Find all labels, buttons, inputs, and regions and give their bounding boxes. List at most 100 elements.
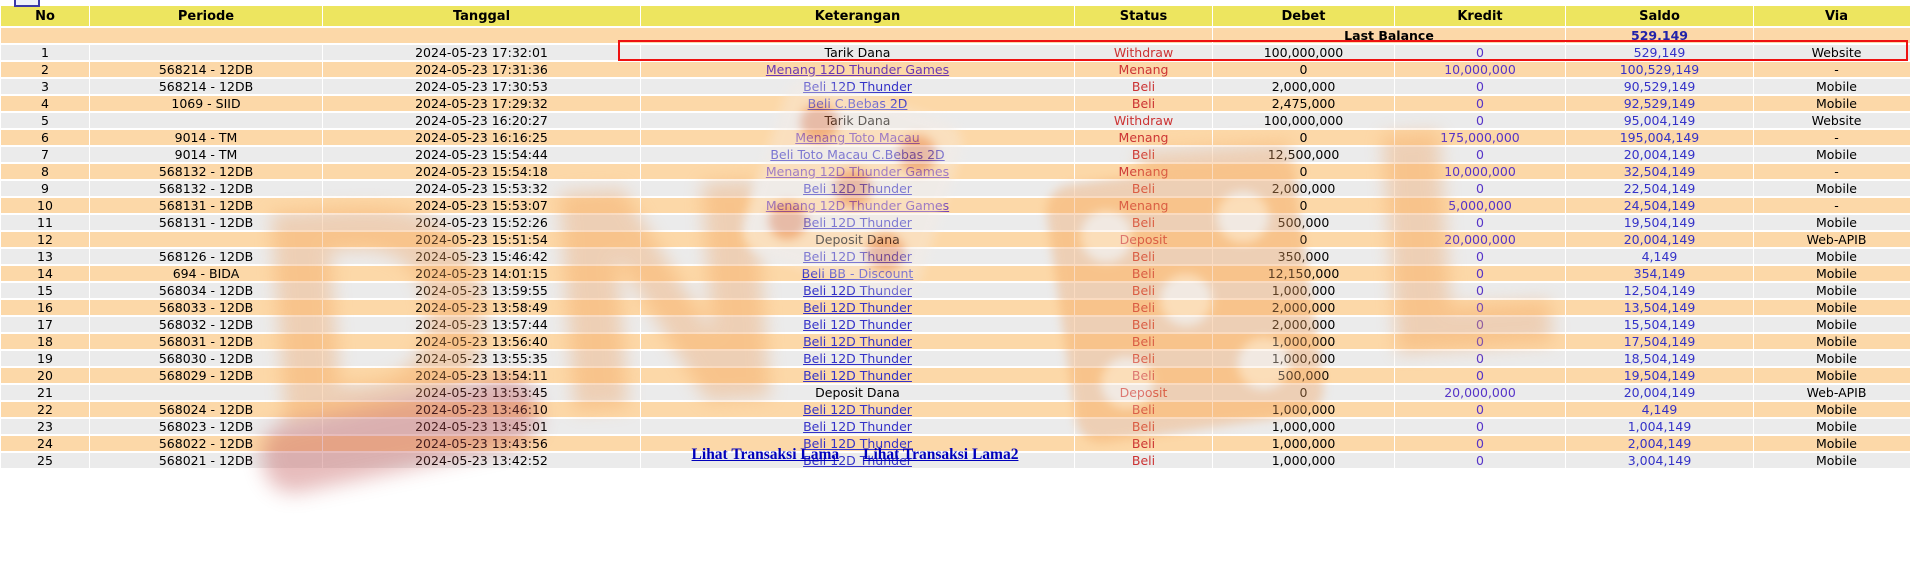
keterangan-link[interactable]: Beli 12D Thunder — [803, 215, 912, 230]
cell-no: 1 — [1, 45, 89, 60]
cell-via: Mobile — [1754, 96, 1910, 111]
keterangan-link[interactable]: Beli 12D Thunder — [803, 402, 912, 417]
cell-ket: Deposit Dana — [641, 232, 1074, 247]
column-header-kredit: Kredit — [1395, 6, 1565, 26]
keterangan-link[interactable]: Beli 12D Thunder — [803, 249, 912, 264]
cell-via: Website — [1754, 45, 1910, 60]
cell-periode: 568023 - 12DB — [90, 419, 322, 434]
cell-periode: 568031 - 12DB — [90, 334, 322, 349]
keterangan-link[interactable]: Beli Toto Macau C.Bebas 2D — [770, 147, 945, 162]
cell-status: Deposit — [1075, 232, 1212, 247]
cell-via: - — [1754, 198, 1910, 213]
cell-ket: Beli 12D Thunder — [641, 402, 1074, 417]
cell-status: Beli — [1075, 436, 1212, 451]
cell-ket: Beli 12D Thunder — [641, 453, 1074, 468]
cell-saldo: 20,004,149 — [1566, 232, 1753, 247]
cell-status: Beli — [1075, 249, 1212, 264]
table-row: 2 568214 - 12DB 2024-05-23 17:31:36 Menang … — [1, 62, 1910, 77]
keterangan-link[interactable]: Beli C.Bebas 2D — [807, 96, 908, 111]
cell-ket: Beli 12D Thunder — [641, 334, 1074, 349]
cell-via: Website — [1754, 113, 1910, 128]
cell-no: 9 — [1, 181, 89, 196]
cell-no: 20 — [1, 368, 89, 383]
cell-saldo: 2,004,149 — [1566, 436, 1753, 451]
cell-saldo: 18,504,149 — [1566, 351, 1753, 366]
cell-status: Beli — [1075, 402, 1212, 417]
cell-saldo: 95,004,149 — [1566, 113, 1753, 128]
cell-kredit: 0 — [1395, 215, 1565, 230]
cell-periode: 568214 - 12DB — [90, 79, 322, 94]
cell-saldo: 529,149 — [1566, 45, 1753, 60]
cell-periode: 568132 - 12DB — [90, 164, 322, 179]
cell-no: 17 — [1, 317, 89, 332]
cell-tanggal: 2024-05-23 13:58:49 — [323, 300, 640, 315]
keterangan-link[interactable]: Beli 12D Thunder — [803, 351, 912, 366]
cell-debet: 350,000 — [1213, 249, 1394, 264]
footer-link-lihat-transaksi-lama[interactable]: Lihat Transaksi Lama — [691, 446, 840, 463]
cell-ket: Beli 12D Thunder — [641, 317, 1074, 332]
cell-saldo: 100,529,149 — [1566, 62, 1753, 77]
keterangan-link[interactable]: Beli 12D Thunder — [803, 300, 912, 315]
cell-via: Mobile — [1754, 215, 1910, 230]
column-header-debet: Debet — [1213, 6, 1394, 26]
cell-kredit: 5,000,000 — [1395, 198, 1565, 213]
keterangan-link[interactable]: Menang Toto Macau — [795, 130, 920, 145]
cell-status: Beli — [1075, 351, 1212, 366]
cell-saldo: 4,149 — [1566, 249, 1753, 264]
cell-ket: Beli BB - Discount — [641, 266, 1074, 281]
keterangan-link[interactable]: Beli BB - Discount — [801, 266, 914, 281]
keterangan-link[interactable]: Beli 12D Thunder — [803, 317, 912, 332]
cell-no: 16 — [1, 300, 89, 315]
last-balance-via-spacer — [1754, 28, 1910, 43]
cell-periode — [90, 113, 322, 128]
cell-tanggal: 2024-05-23 13:45:01 — [323, 419, 640, 434]
cell-kredit: 0 — [1395, 453, 1565, 468]
cell-saldo: 15,504,149 — [1566, 317, 1753, 332]
cell-via: Mobile — [1754, 283, 1910, 298]
table-row: 8 568132 - 12DB 2024-05-23 15:54:18 Menang … — [1, 164, 1910, 179]
cell-debet: 1,000,000 — [1213, 334, 1394, 349]
cell-debet: 1,000,000 — [1213, 419, 1394, 434]
cell-tanggal: 2024-05-23 15:54:44 — [323, 147, 640, 162]
keterangan-link[interactable]: Menang 12D Thunder Games — [765, 198, 950, 213]
cell-status: Beli — [1075, 300, 1212, 315]
cell-periode — [90, 385, 322, 400]
cell-status: Menang — [1075, 198, 1212, 213]
last-balance-row: Last Balance 529,149 — [1, 28, 1910, 43]
keterangan-link[interactable]: Beli 12D Thunder — [803, 368, 912, 383]
keterangan-link[interactable]: Menang 12D Thunder Games — [765, 164, 950, 179]
cell-saldo: 17,504,149 — [1566, 334, 1753, 349]
cell-no: 14 — [1, 266, 89, 281]
cell-periode: 568034 - 12DB — [90, 283, 322, 298]
keterangan-link[interactable]: Beli 12D Thunder — [803, 419, 912, 434]
cell-debet: 2,000,000 — [1213, 79, 1394, 94]
cell-status: Beli — [1075, 215, 1212, 230]
cell-tanggal: 2024-05-23 17:32:01 — [323, 45, 640, 60]
keterangan-link[interactable]: Beli 12D Thunder — [803, 181, 912, 196]
cell-ket: Beli 12D Thunder — [641, 249, 1074, 264]
cell-kredit: 175,000,000 — [1395, 130, 1565, 145]
keterangan-link[interactable]: Beli 12D Thunder — [803, 334, 912, 349]
cell-tanggal: 2024-05-23 13:53:45 — [323, 385, 640, 400]
pagination-partial[interactable] — [14, 0, 40, 7]
cell-debet: 2,000,000 — [1213, 181, 1394, 196]
cell-status: Beli — [1075, 147, 1212, 162]
cell-tanggal: 2024-05-23 13:54:11 — [323, 368, 640, 383]
cell-via: Mobile — [1754, 436, 1910, 451]
cell-no: 18 — [1, 334, 89, 349]
cell-no: 8 — [1, 164, 89, 179]
cell-via: Mobile — [1754, 419, 1910, 434]
cell-status: Menang — [1075, 62, 1212, 77]
cell-no: 15 — [1, 283, 89, 298]
keterangan-link[interactable]: Beli 12D Thunder — [803, 436, 912, 451]
table-row: 23 568023 - 12DB 2024-05-23 13:45:01 Beli 1… — [1, 419, 1910, 434]
keterangan-link[interactable]: Beli 12D Thunder — [803, 79, 912, 94]
cell-ket: Menang Toto Macau — [641, 130, 1074, 145]
keterangan-link[interactable]: Beli 12D Thunder — [803, 283, 912, 298]
cell-tanggal: 2024-05-23 13:42:52 — [323, 453, 640, 468]
cell-kredit: 0 — [1395, 113, 1565, 128]
footer-link-lihat-transaksi-lama2[interactable]: Lihat Transaksi Lama2 — [863, 446, 1019, 463]
keterangan-link[interactable]: Beli 12D Thunder — [803, 453, 912, 468]
cell-ket: Beli C.Bebas 2D — [641, 96, 1074, 111]
keterangan-link[interactable]: Menang 12D Thunder Games — [765, 62, 950, 77]
